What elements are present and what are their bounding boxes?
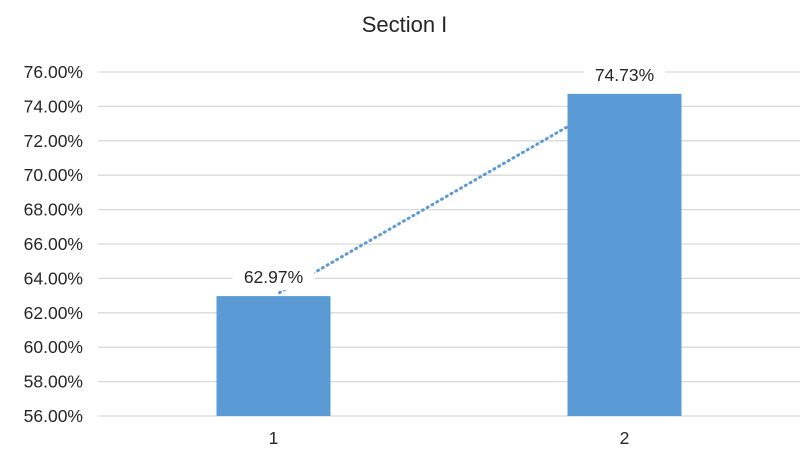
x-tick-label: 1 — [269, 428, 279, 448]
y-tick-label: 76.00% — [24, 62, 83, 82]
bar — [216, 296, 331, 416]
bar — [567, 93, 682, 417]
y-tick-label: 58.00% — [24, 372, 83, 392]
y-tick-label: 56.00% — [24, 406, 83, 426]
y-tick-label: 68.00% — [24, 200, 83, 220]
data-label: 62.97% — [244, 267, 303, 287]
data-label-background — [583, 61, 666, 88]
y-tick-label: 72.00% — [24, 131, 83, 151]
y-tick-label: 70.00% — [24, 165, 83, 185]
y-tick-label: 62.00% — [24, 303, 83, 323]
data-label-background — [232, 264, 315, 291]
y-tick-label: 60.00% — [24, 337, 83, 357]
chart-title: Section I — [361, 12, 448, 37]
data-label: 74.73% — [595, 65, 654, 85]
x-tick-label: 2 — [620, 428, 630, 448]
y-tick-label: 64.00% — [24, 268, 83, 288]
y-tick-label: 74.00% — [24, 96, 83, 116]
trendline — [278, 95, 620, 295]
y-tick-label: 66.00% — [24, 234, 83, 254]
